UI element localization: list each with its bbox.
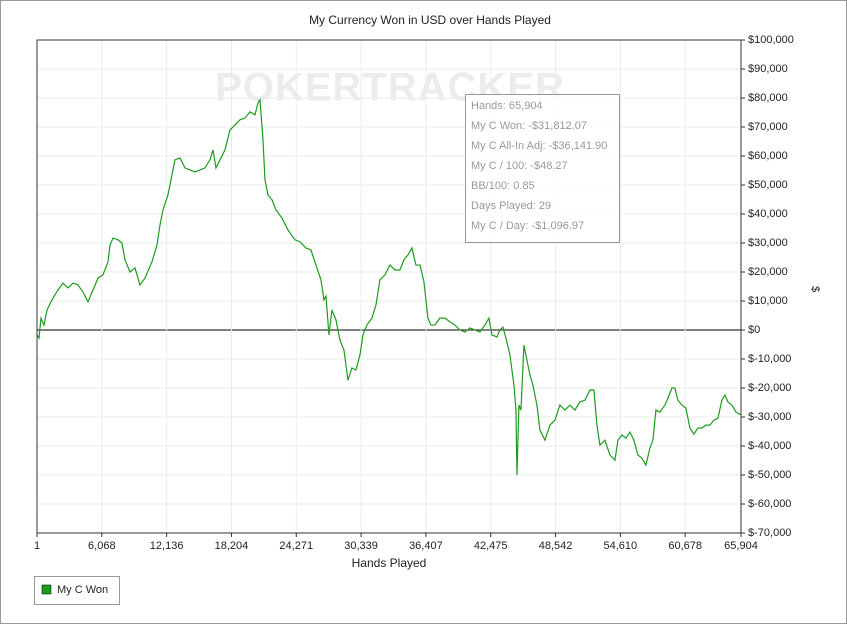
data-line: [36, 97, 742, 476]
y-tick-label: $90,000: [748, 63, 788, 75]
y-axis-label: $: [809, 286, 821, 292]
y-tick-label: $60,000: [748, 150, 788, 162]
y-tick-label: $100,000: [748, 34, 794, 46]
x-tick-label: 60,678: [668, 540, 702, 552]
y-tick-label: $10,000: [748, 295, 788, 307]
stats-line: My C / 100: -$48.27: [471, 160, 568, 172]
legend-label: My C Won: [57, 584, 108, 596]
y-tick-label: $30,000: [748, 237, 788, 249]
stats: Hands: 65,904 My C Won: -$31,812.07 My C A…: [471, 100, 607, 232]
y-tick-label: $80,000: [748, 92, 788, 104]
y-tick-label: $0: [748, 324, 760, 336]
plot-border: [36, 39, 742, 534]
y-tick-label: $-70,000: [748, 527, 791, 539]
y-tick-label: $-10,000: [748, 353, 791, 365]
y-tick-label: $50,000: [748, 179, 788, 191]
y-tick-label: $-30,000: [748, 411, 791, 423]
x-tick-label: 54,610: [604, 540, 638, 552]
x-tick-label: 1: [34, 540, 40, 552]
y-tick-label: $-40,000: [748, 440, 791, 452]
y-tick-label: $-50,000: [748, 469, 791, 481]
x-tick-label: 30,339: [344, 540, 378, 552]
marks: [36, 97, 742, 476]
y-tick-label: $-20,000: [748, 382, 791, 394]
y-tick-label: $20,000: [748, 266, 788, 278]
x-tick-label: 36,407: [409, 540, 443, 552]
legend-items: My C Won: [41, 584, 108, 596]
stats-line: My C All-In Adj: -$36,141.90: [471, 140, 607, 152]
stats-line: Days Played: 29: [471, 200, 551, 212]
plot-area: [37, 40, 741, 533]
x-tick-label: 6,068: [88, 540, 116, 552]
x-tick-label: 18,204: [215, 540, 249, 552]
legend-swatch: [41, 584, 52, 595]
stats-line: My C / Day: -$1,096.97: [471, 220, 584, 232]
stats-line: BB/100: 0.85: [471, 180, 535, 192]
y-tick-label: $-60,000: [748, 498, 791, 510]
y-tick-label: $40,000: [748, 208, 788, 220]
x-tick-label: 12,136: [150, 540, 184, 552]
stats-box: [465, 94, 620, 243]
x-tick-label: 48,542: [539, 540, 573, 552]
chart-title: My Currency Won in USD over Hands Played: [309, 13, 551, 27]
x-tick-label: 24,271: [279, 540, 313, 552]
x-axis-label: Hands Played: [352, 556, 427, 570]
x-tick-label: 42,475: [474, 540, 508, 552]
stats-line: My C Won: -$31,812.07: [471, 120, 587, 132]
x-tick-label: 65,904: [724, 540, 758, 552]
y-tick-label: $70,000: [748, 121, 788, 133]
stats-line: Hands: 65,904: [471, 100, 543, 112]
